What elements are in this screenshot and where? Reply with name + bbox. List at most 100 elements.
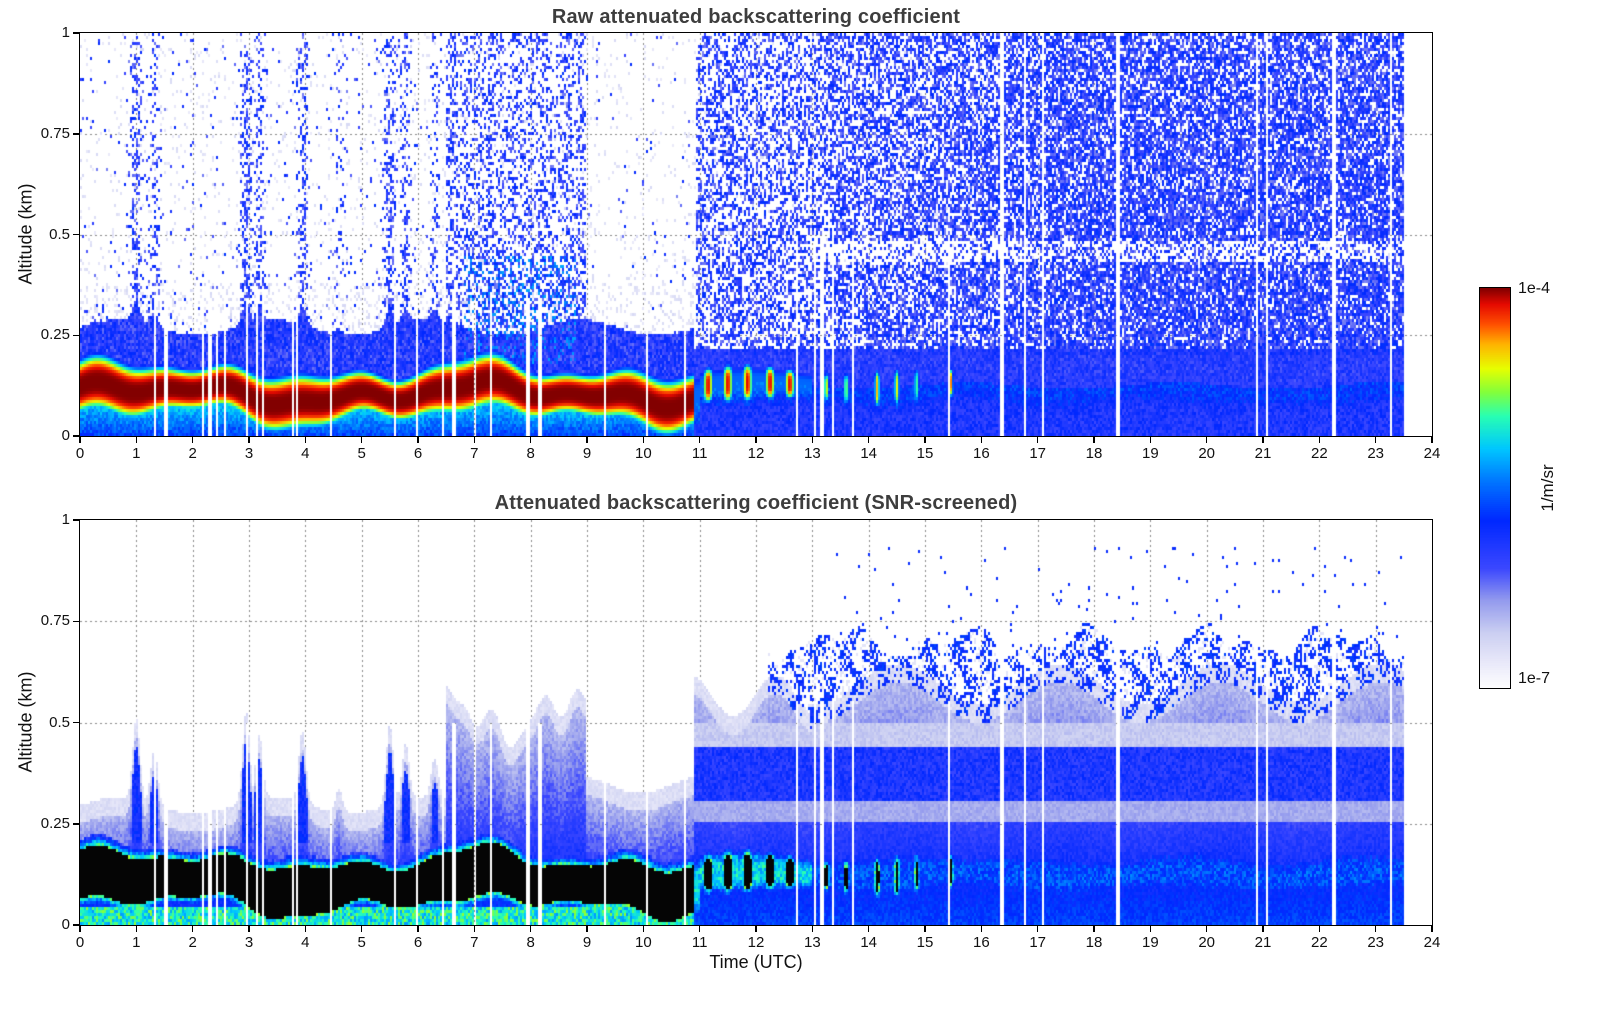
x-tick [473,926,476,932]
x-tick [1374,437,1377,443]
x-tick [304,437,307,443]
y-tick [73,435,79,437]
x-tick-label: 11 [691,934,708,951]
y-tick [73,133,79,135]
x-tick-label: 4 [301,445,310,462]
x-tick [417,926,419,932]
x-tick [980,437,983,443]
x-tick-label: 3 [244,445,254,462]
x-tick-label: 18 [1085,445,1103,462]
x-tick-label: 2 [188,445,197,462]
x-tick-label: 11 [691,445,708,462]
x-tick [191,926,194,932]
screened-heatmap-panel [79,519,1433,926]
x-tick [417,437,419,443]
x-tick-label: 17 [1029,445,1046,462]
x-tick [811,437,814,443]
x-tick-label: 14 [860,445,877,462]
x-tick-label: 16 [972,934,990,951]
x-tick-label: 18 [1085,934,1103,951]
x-tick-label: 24 [1423,934,1441,951]
x-tick-label: 10 [634,445,652,462]
x-tick-label: 17 [1029,934,1046,951]
x-tick-label: 15 [916,934,934,951]
x-tick-label: 19 [1141,445,1159,462]
x-tick [1093,926,1095,932]
y-tick [73,721,79,724]
x-tick [1205,926,1208,932]
x-tick [529,926,532,932]
x-tick [1036,437,1039,443]
x-tick [135,437,138,443]
x-tick [360,926,363,932]
x-tick [811,926,814,932]
x-tick-label: 20 [1198,445,1215,462]
y-tick-label: 0.5 [49,225,70,243]
x-tick [924,926,926,932]
raw-heatmap-canvas [80,33,1432,436]
screened-heatmap-canvas [80,520,1432,925]
x-tick [1431,437,1433,443]
x-tick-label: 1 [132,445,141,462]
y-tick-label: 1 [61,24,70,41]
x-tick-label: 22 [1310,445,1328,462]
x-tick [1431,926,1433,932]
x-tick [924,437,926,443]
x-tick-label: 10 [634,934,652,951]
y-tick-label: 0.25 [40,326,70,344]
x-tick-label: 5 [357,445,366,462]
y-tick-label: 0.25 [40,814,70,832]
y-tick-label: 1 [61,511,70,528]
y-tick [73,334,79,336]
x-tick [755,437,757,443]
x-tick [473,437,476,443]
y-tick [73,924,79,926]
x-tick [1205,437,1208,443]
x-tick-label: 14 [860,934,877,951]
x-tick-label: 8 [526,934,535,951]
x-tick-label: 3 [244,934,254,951]
y-tick-label: 0 [61,916,70,933]
x-tick-label: 12 [747,445,765,462]
x-axis-label: Time (UTC) [709,952,803,972]
x-tick [1262,926,1264,932]
x-tick [586,437,588,443]
x-tick [1149,926,1152,932]
x-tick-label: 22 [1310,934,1328,951]
colorbar [1479,287,1511,689]
x-tick-label: 12 [747,934,765,951]
x-tick-label: 8 [526,445,535,462]
y-tick-label: 0.5 [49,713,70,731]
x-tick [79,926,81,932]
colorbar-gradient-canvas [1480,288,1510,688]
x-tick [1149,437,1152,443]
x-tick-label: 13 [803,445,821,462]
x-tick [1374,926,1377,932]
x-tick-label: 23 [1367,445,1384,462]
x-tick [360,437,363,443]
x-tick-label: 9 [582,934,592,951]
colorbar-unit-label: 1/m/sr [1538,464,1557,512]
x-tick-label: 20 [1198,934,1215,951]
x-tick [1318,437,1321,443]
x-tick [642,437,645,443]
x-tick [642,926,645,932]
colorbar-min-label: 1e-7 [1518,670,1551,687]
y-tick-label: 0.75 [40,124,70,142]
x-tick [529,437,532,443]
y-tick-label: 0 [61,427,70,444]
raw-heatmap-panel [79,32,1433,437]
x-tick-label: 19 [1141,934,1159,951]
x-tick [698,437,701,443]
x-tick-label: 1 [132,934,141,951]
y-tick [73,823,79,825]
x-tick [586,926,588,932]
x-tick [191,437,194,443]
x-tick-label: 7 [470,445,479,462]
colorbar-max-label: 1e-4 [1518,280,1551,297]
x-tick [1036,926,1039,932]
x-tick-label: 13 [803,934,821,951]
x-tick [79,437,81,443]
x-tick-label: 5 [357,934,366,951]
